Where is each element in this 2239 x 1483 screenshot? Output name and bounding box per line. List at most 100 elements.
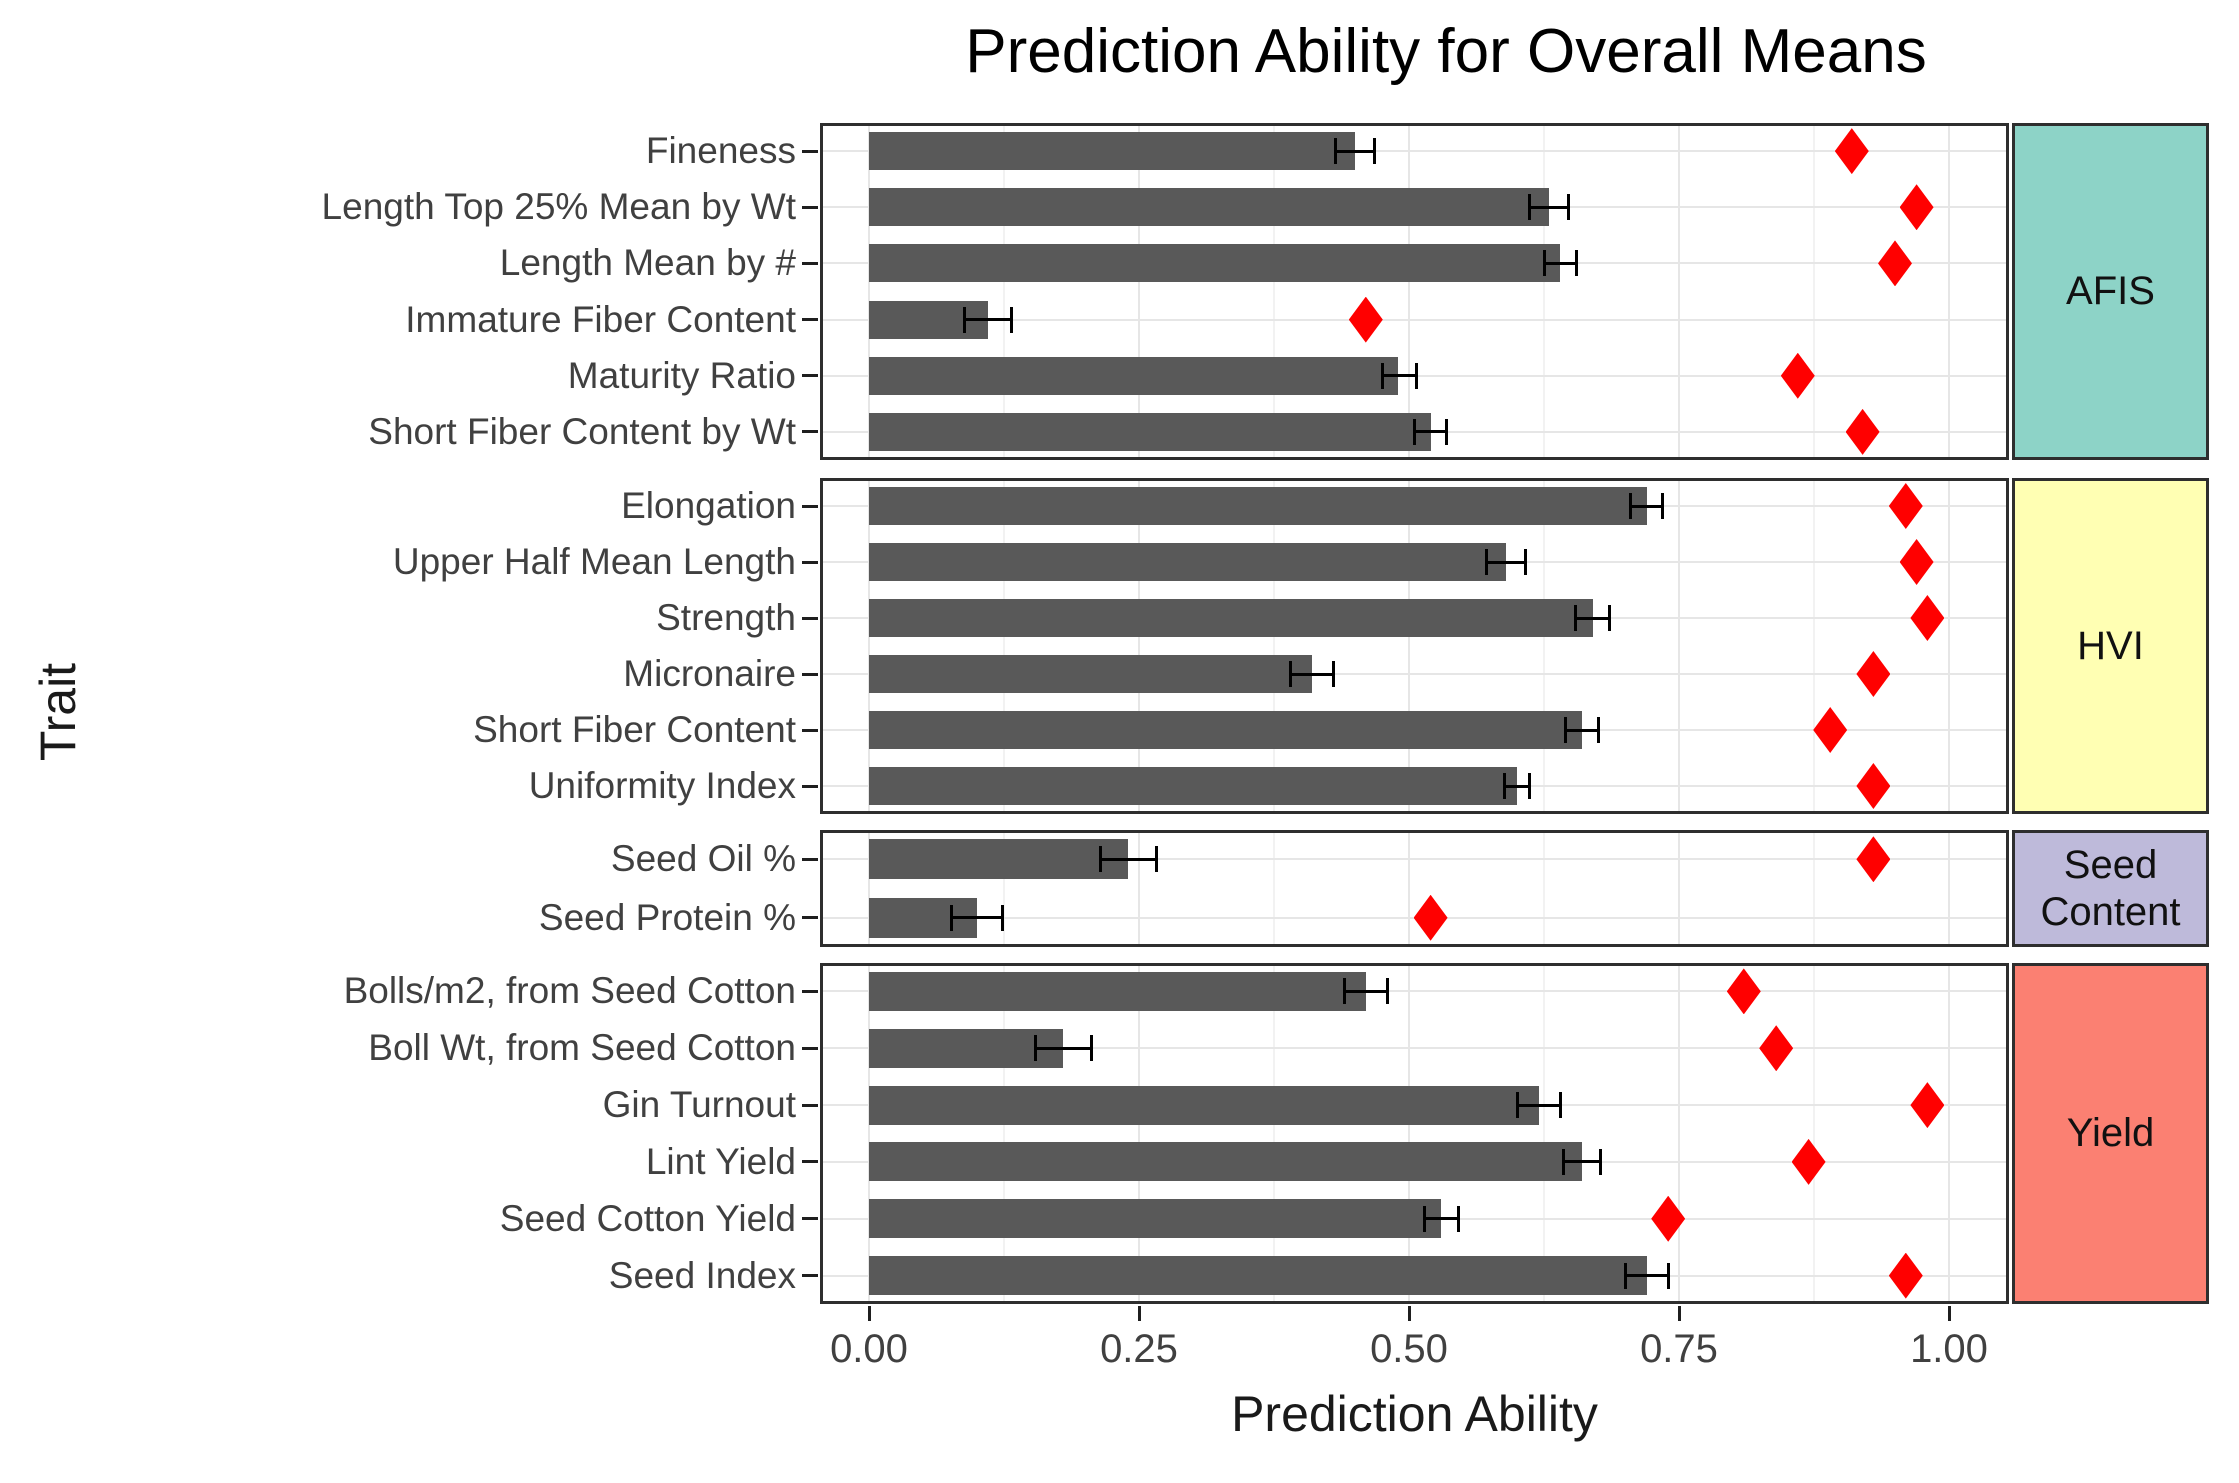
x-tick-mark — [1137, 1306, 1141, 1321]
x-tick-mark — [1407, 1306, 1411, 1321]
facet-panel-1 — [820, 478, 2009, 814]
x-tick-label: 0.50 — [1370, 1327, 1448, 1371]
error-bar-line — [964, 318, 1012, 322]
gridline-category — [820, 990, 2009, 993]
error-bar-line — [1414, 430, 1447, 434]
gridline-minor — [1273, 963, 1275, 1304]
trait-label: Length Top 25% Mean by Wt — [321, 186, 796, 228]
diamond-marker — [1888, 483, 1923, 529]
gridline-major — [868, 963, 870, 1304]
gridline-minor — [1003, 478, 1005, 814]
gridline-category — [820, 1047, 2009, 1050]
error-bar-cap-right — [1666, 1262, 1670, 1289]
error-bar-line — [1630, 504, 1663, 508]
error-bar-cap-left — [1342, 978, 1346, 1005]
gridline-major — [1408, 963, 1410, 1304]
y-category-tick — [802, 857, 818, 861]
gridline-minor — [1813, 478, 1815, 814]
error-bar-line — [1529, 205, 1569, 209]
gridline-minor — [1543, 963, 1545, 1304]
error-bar-cap-left — [1528, 194, 1532, 221]
diamond-marker — [1348, 296, 1383, 343]
diamond-marker — [1726, 968, 1761, 1015]
error-bar-line — [1544, 261, 1577, 265]
gridline-category — [820, 858, 2009, 861]
y-category-tick — [802, 1160, 818, 1164]
trait-label: Short Fiber Content by Wt — [368, 410, 796, 452]
error-bar-cap-right — [1608, 605, 1612, 631]
prediction-bar — [869, 1028, 1064, 1068]
facet-panel-2 — [820, 830, 2009, 947]
chart-title: Prediction Ability for Overall Means — [965, 17, 1927, 86]
gridline-major — [1408, 478, 1410, 814]
facet-strip-seed-content: Seed Content — [2012, 830, 2209, 947]
gridline-minor — [1813, 963, 1815, 1304]
y-category-tick — [802, 1103, 818, 1107]
error-bar-cap-left — [1502, 773, 1506, 799]
gridline-major — [1408, 123, 1410, 460]
error-bar-cap-right — [1415, 362, 1419, 389]
facet-strip-label: AFIS — [2066, 269, 2155, 313]
y-category-tick — [802, 430, 818, 434]
y-category-tick — [802, 1274, 818, 1278]
error-bar-line — [1486, 560, 1526, 564]
gridline-major — [1138, 478, 1140, 814]
prediction-bar — [869, 412, 1431, 451]
error-bar-cap-left — [1542, 250, 1546, 277]
facet-panel-3 — [820, 963, 2009, 1304]
facet-strip-label: Seed Content — [2040, 842, 2181, 934]
x-tick-mark — [1947, 1306, 1951, 1321]
diamond-marker — [1910, 1082, 1945, 1129]
error-bar-cap-right — [1089, 1035, 1093, 1062]
y-category-tick — [802, 1046, 818, 1050]
gridline-major — [1678, 963, 1680, 1304]
y-category-tick — [802, 784, 818, 788]
trait-label: Lint Yield — [645, 1140, 796, 1182]
trait-label: Elongation — [621, 485, 796, 526]
x-axis-title: Prediction Ability — [1231, 1386, 1598, 1442]
x-tick-label: 0.00 — [830, 1327, 908, 1371]
diamond-marker — [1413, 894, 1448, 941]
trait-label: Upper Half Mean Length — [392, 541, 796, 582]
error-bar-cap-left — [1515, 1092, 1519, 1119]
error-bar-line — [1565, 728, 1598, 732]
prediction-bar — [869, 1256, 1647, 1296]
gridline-minor — [1273, 123, 1275, 460]
error-bar-cap-right — [1661, 493, 1665, 519]
gridline-minor — [1543, 478, 1545, 814]
error-bar-line — [1290, 672, 1334, 676]
error-bar-cap-right — [1445, 418, 1449, 445]
error-bar-cap-left — [1564, 717, 1568, 743]
error-bar-cap-right — [1598, 1148, 1602, 1175]
diamond-marker — [1651, 1195, 1686, 1242]
error-bar-cap-left — [1288, 661, 1292, 687]
diamond-marker — [1834, 128, 1869, 175]
error-bar-line — [1335, 149, 1375, 153]
panel-border — [820, 963, 2009, 1304]
error-bar-cap-left — [1098, 846, 1102, 873]
gridline-major — [1948, 123, 1950, 460]
y-category-tick — [802, 728, 818, 732]
y-category-tick — [802, 560, 818, 564]
x-tick-mark — [867, 1306, 871, 1321]
error-bar-line — [1517, 1103, 1561, 1107]
error-bar-line — [1382, 374, 1417, 378]
trait-label: Seed Oil % — [610, 838, 796, 880]
prediction-bar — [869, 543, 1507, 581]
y-category-tick — [802, 261, 818, 265]
error-bar-cap-left — [1573, 605, 1577, 631]
y-category-tick — [802, 504, 818, 508]
gridline-major — [1408, 830, 1410, 947]
prediction-bar — [869, 356, 1399, 395]
prediction-bar — [869, 132, 1355, 171]
error-bar-cap-right — [1574, 250, 1578, 277]
panel-border — [820, 123, 2009, 460]
error-bar-cap-right — [1154, 846, 1158, 873]
facet-strip-label: Yield — [2066, 1111, 2155, 1155]
error-bar-cap-right — [1567, 194, 1571, 221]
error-bar-cap-left — [949, 904, 953, 931]
diamond-marker — [1888, 1252, 1923, 1299]
facet-strip-yield: Yield — [2012, 963, 2209, 1304]
gridline-minor — [1543, 830, 1545, 947]
